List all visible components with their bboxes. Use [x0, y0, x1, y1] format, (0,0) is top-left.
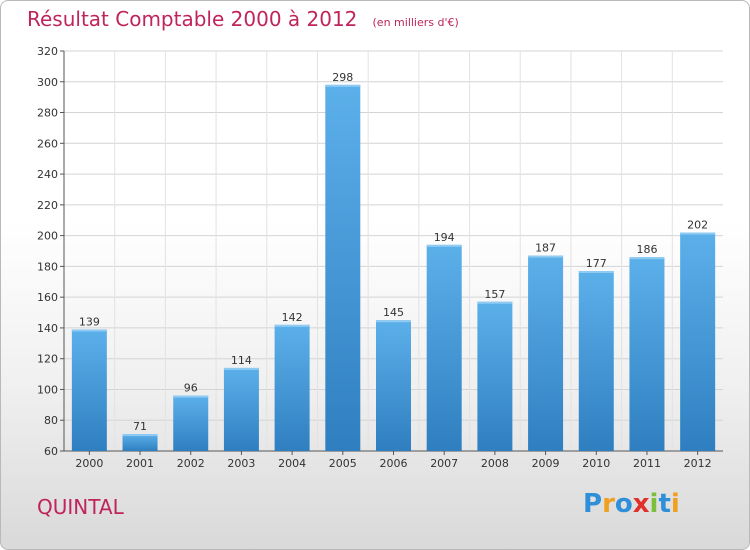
y-tick-label: 80 [44, 414, 58, 427]
data-label: 177 [586, 257, 607, 270]
bar-top [528, 255, 564, 258]
data-label: 202 [687, 219, 708, 232]
bar [325, 84, 361, 451]
bar [578, 271, 614, 451]
logo-letter: P [583, 489, 603, 519]
data-label: 142 [282, 311, 303, 324]
data-label: 71 [133, 420, 147, 433]
bar-top [122, 434, 158, 437]
y-tick-label: 200 [37, 230, 58, 243]
commune-name: QUINTAL [37, 495, 124, 519]
x-tick-label: 2005 [329, 457, 357, 470]
bar [376, 320, 411, 451]
logo-letter: t [658, 489, 671, 519]
y-tick-label: 120 [37, 353, 58, 366]
data-label: 194 [434, 231, 455, 244]
bar-top [173, 395, 209, 398]
bar-top [578, 271, 614, 273]
bar [274, 324, 310, 451]
bar [122, 434, 158, 451]
logo-letter: o [614, 489, 633, 519]
labels: 139 2000 71 2001 96 2002 114 2003 142 2004 298 2005… [75, 71, 711, 470]
bars [71, 84, 716, 451]
data-label: 145 [383, 306, 404, 319]
x-tick-label: 2006 [380, 457, 408, 470]
bar-top [426, 244, 462, 247]
bar [528, 255, 564, 451]
data-label: 96 [184, 382, 198, 395]
bar [629, 257, 665, 451]
bar-top [629, 257, 665, 260]
data-label: 186 [636, 243, 657, 256]
bar-top [477, 301, 513, 304]
y-tick-label: 60 [44, 445, 58, 458]
bar-top [680, 232, 716, 235]
bar-top [274, 324, 310, 327]
x-tick-label: 2009 [532, 457, 560, 470]
x-tick-label: 2011 [633, 457, 661, 470]
y-tick-label: 100 [37, 383, 58, 396]
y-tick-label: 300 [37, 76, 58, 89]
logo-letter: i [670, 489, 680, 519]
bar [477, 301, 513, 451]
bar-top [71, 329, 107, 332]
chart-title-unit: (en milliers d'€) [372, 16, 459, 29]
x-tick-label: 2002 [177, 457, 205, 470]
logo-letter: x [632, 489, 650, 519]
x-tick-label: 2000 [75, 457, 103, 470]
x-tick-label: 2001 [126, 457, 154, 470]
chart-title-main: Résultat Comptable 2000 à 2012 [27, 7, 358, 31]
logo-letter: i [649, 489, 659, 519]
y-tick-label: 260 [37, 137, 58, 150]
y-tick-label: 160 [37, 291, 58, 304]
y-tick-label: 240 [37, 168, 58, 181]
x-tick-label: 2004 [278, 457, 306, 470]
y-tick-label: 140 [37, 322, 58, 335]
bar [173, 395, 209, 451]
proxiti-logo: Proxiti [583, 489, 680, 519]
bar [680, 232, 716, 451]
data-label: 114 [231, 354, 252, 367]
x-tick-label: 2010 [582, 457, 610, 470]
y-tick-label: 320 [37, 45, 58, 58]
chart-title: Résultat Comptable 2000 à 2012 (en milli… [27, 7, 459, 31]
bar [71, 329, 107, 451]
x-tick-label: 2007 [430, 457, 458, 470]
y-tick-label: 220 [37, 199, 58, 212]
bar-top [223, 367, 259, 370]
bar [223, 367, 259, 451]
data-label: 139 [79, 315, 100, 328]
y-tick-label: 280 [37, 107, 58, 120]
bar [426, 244, 462, 451]
y-tick-label: 180 [37, 260, 58, 273]
data-label: 157 [484, 288, 505, 301]
bar-top [376, 320, 411, 323]
logo-letter: r [602, 489, 615, 519]
data-label: 298 [332, 71, 353, 84]
x-tick-label: 2003 [227, 457, 255, 470]
x-tick-label: 2008 [481, 457, 509, 470]
bar-top [325, 84, 361, 87]
x-tick-label: 2012 [684, 457, 712, 470]
data-label: 187 [535, 242, 556, 255]
